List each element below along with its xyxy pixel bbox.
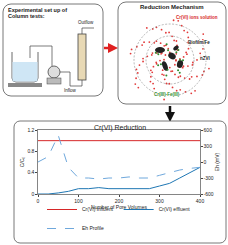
html-text:Inflow: Inflow [64,88,76,93]
svg-text:300: 300 [155,198,164,204]
svg-text:200: 200 [115,198,124,204]
html-text:Biofilm/Fe: Biofilm/Fe [188,40,210,45]
svg-text:0.8: 0.8 [27,148,34,154]
svg-text:-300: -300 [204,175,214,181]
html-text:Cr(III)-Fe(III): Cr(III)-Fe(III) [154,92,180,97]
html-text:Reduction Mechanism: Reduction Mechanism [140,4,204,10]
svg-text:0: 0 [37,198,40,204]
svg-text:300: 300 [204,143,213,149]
svg-text:Eh Profile: Eh Profile [82,225,104,231]
svg-text:0: 0 [204,159,207,165]
svg-text:Cr(VI) effluent: Cr(VI) effluent [159,206,191,212]
svg-text:600: 600 [204,127,213,133]
svg-text:-600: -600 [204,191,214,197]
html-text:Experimental set up of Column: Experimental set up of Column tests: [8,7,67,20]
svg-text:Cr(VI) influent: Cr(VI) influent [82,206,113,212]
html-text:Cr(VI) ions solution: Cr(VI) ions solution [176,15,218,20]
html-text:Outflow: Outflow [78,20,94,25]
svg-text:0.4: 0.4 [27,169,34,175]
svg-text:100: 100 [74,198,83,204]
svg-text:1.2: 1.2 [27,127,34,133]
svg-text:Eh (mV): Eh (mV) [214,153,220,172]
svg-text:0: 0 [32,191,35,197]
svg-text:Cr(VI) Reduction: Cr(VI) Reduction [94,124,146,132]
svg-text:C/C₀: C/C₀ [19,157,25,168]
svg-text:400: 400 [196,198,205,204]
svg-text:Number of Pore Volumes: Number of Pore Volumes [91,204,147,210]
html-text:nZVI: nZVI [200,56,210,61]
